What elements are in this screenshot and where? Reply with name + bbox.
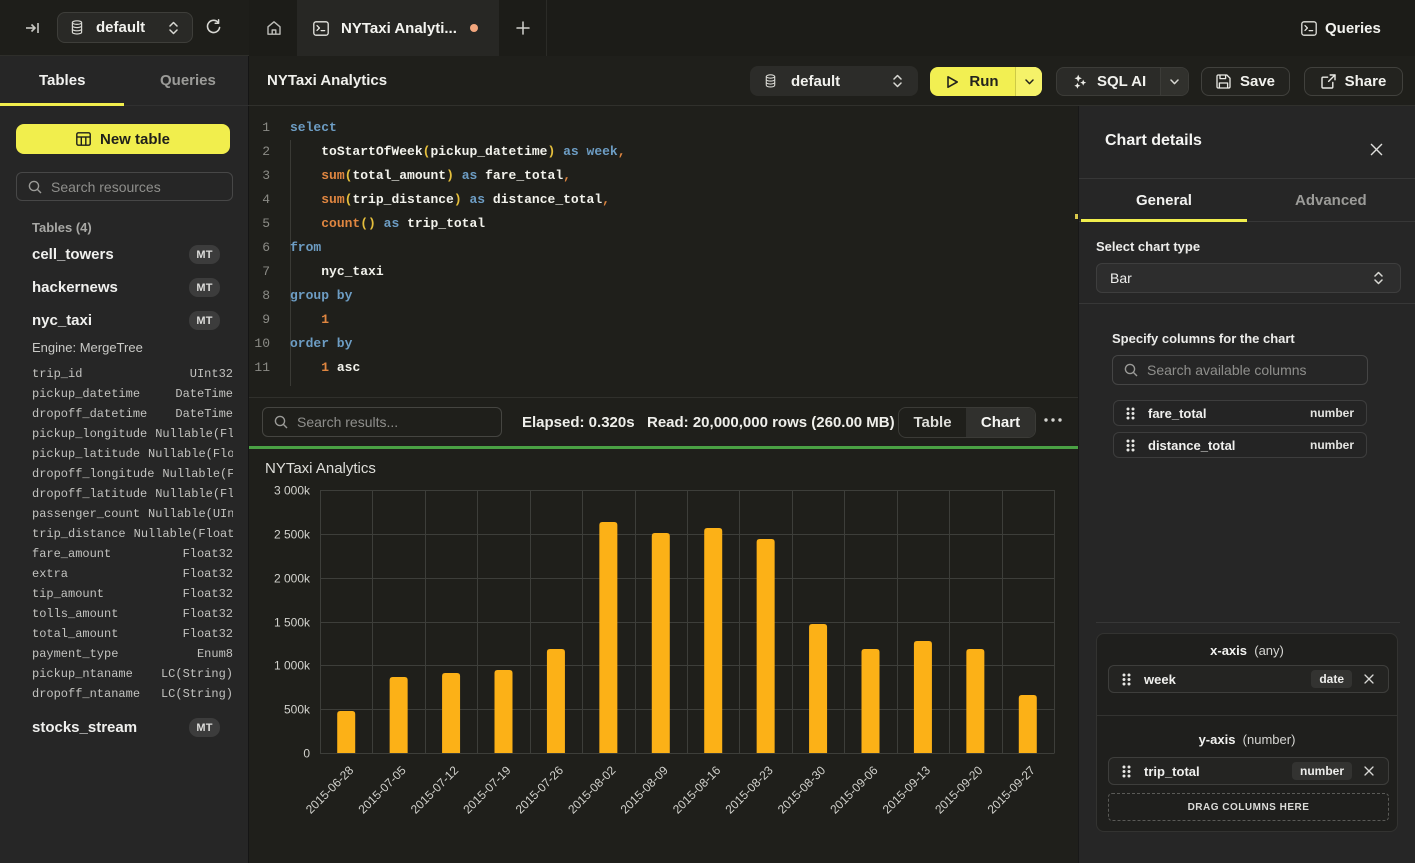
svg-text:3 000k: 3 000k [274, 484, 311, 498]
svg-text:2015-09-27: 2015-09-27 [985, 763, 1039, 817]
svg-text:2015-07-12: 2015-07-12 [408, 763, 462, 817]
svg-text:2 500k: 2 500k [274, 528, 311, 542]
svg-text:2015-06-28: 2015-06-28 [303, 763, 357, 817]
svg-text:2015-08-09: 2015-08-09 [618, 763, 672, 817]
svg-text:500k: 500k [284, 703, 311, 717]
svg-text:2015-08-02: 2015-08-02 [565, 763, 619, 817]
svg-text:2015-07-05: 2015-07-05 [355, 763, 409, 817]
svg-text:2015-09-20: 2015-09-20 [932, 763, 986, 817]
svg-text:2015-07-19: 2015-07-19 [460, 763, 514, 817]
svg-text:2015-09-06: 2015-09-06 [827, 763, 881, 817]
svg-text:2015-08-16: 2015-08-16 [670, 763, 724, 817]
svg-text:1 000k: 1 000k [274, 659, 311, 673]
svg-text:2015-07-26: 2015-07-26 [513, 763, 567, 817]
svg-text:2015-08-23: 2015-08-23 [722, 763, 776, 817]
svg-text:2015-09-13: 2015-09-13 [880, 763, 934, 817]
svg-text:2015-08-30: 2015-08-30 [775, 763, 829, 817]
svg-text:2 000k: 2 000k [274, 572, 311, 586]
svg-text:0: 0 [303, 747, 310, 761]
svg-text:1 500k: 1 500k [274, 616, 311, 630]
